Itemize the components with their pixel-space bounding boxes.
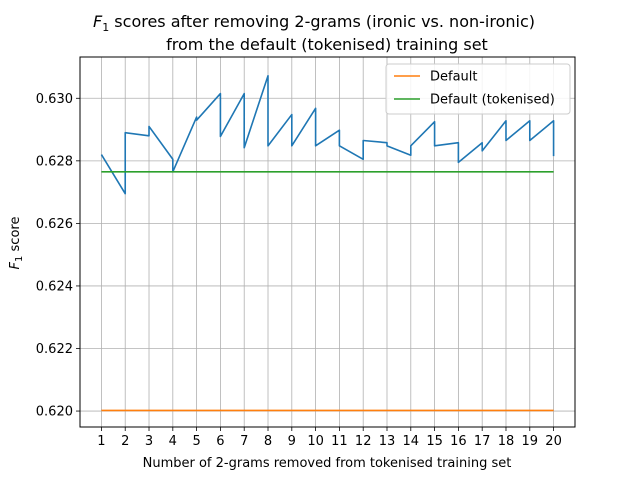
axes-frame bbox=[79, 56, 576, 428]
legend: Default Default (tokenised) bbox=[385, 63, 571, 115]
x-tick-label: 3 bbox=[145, 434, 153, 449]
y-tick-label: 0.630 bbox=[36, 92, 73, 107]
x-tick-label: 20 bbox=[545, 434, 562, 449]
y-tick-label: 0.628 bbox=[36, 154, 73, 169]
x-axis-label: Number of 2-grams removed from tokenised… bbox=[143, 456, 512, 471]
y-axis-label: F1 score bbox=[8, 217, 25, 270]
x-tick-label: 1 bbox=[97, 434, 105, 449]
x-tick-label: 9 bbox=[288, 434, 296, 449]
x-tick-label: 4 bbox=[169, 434, 177, 449]
x-tick-label: 18 bbox=[498, 434, 515, 449]
x-axis-ticks: 1 2 3 4 5 6 7 8 9 10 11 12 13 14 15 16 17 18 19 20 bbox=[97, 427, 562, 449]
chart-title-line1: F1 scores after removing 2-grams (ironic… bbox=[93, 12, 535, 34]
legend-label: Default bbox=[430, 70, 478, 85]
x-tick-label: 11 bbox=[331, 434, 348, 449]
x-tick-label: 5 bbox=[192, 434, 200, 449]
x-tick-label: 2 bbox=[121, 434, 129, 449]
y-tick-label: 0.626 bbox=[36, 217, 73, 232]
x-tick-label: 12 bbox=[355, 434, 372, 449]
y-tick-label: 0.620 bbox=[36, 405, 73, 420]
x-tick-label: 8 bbox=[264, 434, 272, 449]
x-tick-label: 19 bbox=[522, 434, 539, 449]
legend-box bbox=[385, 63, 571, 115]
series-line-0 bbox=[100, 74, 555, 195]
x-tick-label: 10 bbox=[307, 434, 324, 449]
x-tick-label: 6 bbox=[216, 434, 224, 449]
x-tick-label: 14 bbox=[403, 434, 420, 449]
x-tick-label: 16 bbox=[450, 434, 467, 449]
x-tick-label: 7 bbox=[240, 434, 248, 449]
legend-label: Default (tokenised) bbox=[430, 93, 555, 108]
x-tick-label: 13 bbox=[379, 434, 396, 449]
series-layer bbox=[100, 74, 555, 412]
x-tick-label: 15 bbox=[426, 434, 443, 449]
y-tick-label: 0.624 bbox=[36, 279, 73, 294]
y-tick-label: 0.622 bbox=[36, 342, 73, 357]
y-axis-ticks: 0.620 0.622 0.624 0.626 0.628 0.630 bbox=[36, 92, 80, 420]
x-tick-label: 17 bbox=[474, 434, 491, 449]
chart-title-line2: from the default (tokenised) training se… bbox=[166, 35, 488, 54]
